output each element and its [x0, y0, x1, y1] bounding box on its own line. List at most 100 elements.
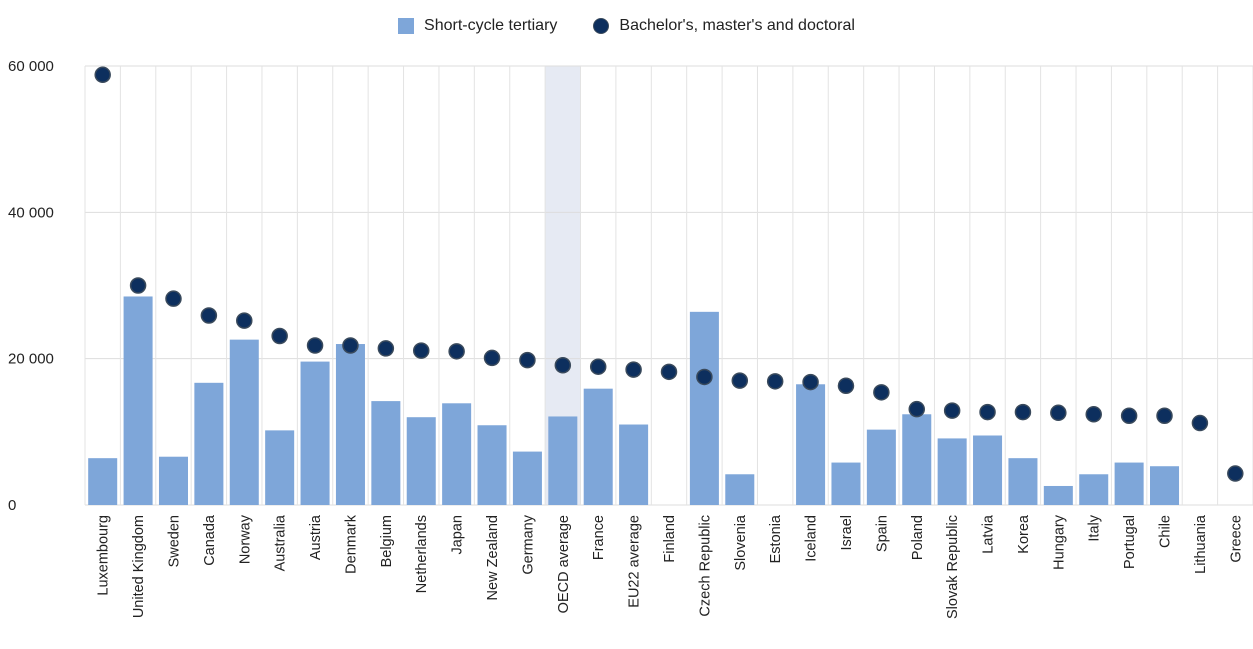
y-axis-tick-labels: 0 20 000 40 000 60 000	[8, 58, 54, 514]
x-tick-label: Luxembourg	[96, 515, 112, 596]
bar-france[interactable]	[583, 388, 613, 505]
y-tick-label: 60 000	[8, 58, 54, 75]
bar-netherlands[interactable]	[406, 417, 436, 505]
dot-finland[interactable]	[660, 363, 678, 381]
dot-czech-republic[interactable]	[696, 368, 713, 386]
bar-eu22-average[interactable]	[619, 424, 649, 505]
bar-oecd-average[interactable]	[548, 416, 578, 505]
x-tick-label: Korea	[1016, 514, 1032, 554]
bars-group	[88, 296, 1180, 505]
x-tick-label: Canada	[202, 514, 218, 566]
bar-luxembourg[interactable]	[88, 458, 118, 505]
x-tick-label: Italy	[1087, 514, 1103, 541]
y-tick-label: 0	[8, 497, 16, 514]
dot-oecd-average[interactable]	[554, 357, 572, 374]
x-tick-label: Israel	[839, 515, 855, 550]
bar-denmark[interactable]	[335, 344, 365, 505]
bar-chile[interactable]	[1150, 466, 1180, 505]
bar-germany[interactable]	[512, 451, 542, 505]
x-tick-label: France	[591, 515, 607, 560]
x-tick-label: Greece	[1228, 515, 1244, 563]
dot-france[interactable]	[589, 358, 607, 375]
x-tick-label: Belgium	[379, 515, 395, 567]
dot-canada[interactable]	[200, 307, 218, 324]
bar-japan[interactable]	[442, 403, 472, 505]
dot-lithuania[interactable]	[1191, 414, 1209, 432]
x-tick-label: New Zealand	[485, 515, 501, 600]
x-tick-label: Japan	[450, 515, 466, 555]
x-tick-label: Iceland	[804, 515, 820, 562]
x-tick-label: Hungary	[1051, 514, 1067, 570]
bar-poland[interactable]	[902, 414, 932, 505]
x-tick-label: Estonia	[768, 514, 784, 563]
x-tick-label: Portugal	[1122, 515, 1138, 569]
dot-poland[interactable]	[908, 400, 926, 418]
dot-luxembourg[interactable]	[94, 66, 111, 84]
x-tick-label: Finland	[662, 515, 678, 563]
dot-greece[interactable]	[1227, 465, 1244, 482]
bar-portugal[interactable]	[1114, 462, 1144, 505]
dot-denmark[interactable]	[342, 337, 359, 354]
dot-new-zealand[interactable]	[483, 349, 501, 367]
x-tick-label: EU22 average	[627, 515, 643, 608]
y-tick-label: 20 000	[8, 351, 54, 368]
bar-spain[interactable]	[866, 429, 896, 505]
legend-item-short-cycle[interactable]: Short-cycle tertiary	[398, 17, 557, 35]
bar-italy[interactable]	[1079, 474, 1109, 505]
dot-germany[interactable]	[519, 351, 536, 369]
dot-eu22-average[interactable]	[625, 361, 642, 378]
chart-legend: Short-cycle tertiary Bachelor's, master'…	[0, 14, 1253, 38]
dot-austria[interactable]	[306, 337, 324, 354]
dot-slovenia[interactable]	[731, 372, 749, 389]
bar-australia[interactable]	[265, 430, 295, 505]
bar-united-kingdom[interactable]	[123, 296, 153, 505]
dot-norway[interactable]	[236, 312, 253, 329]
gridlines-group	[84, 65, 1253, 506]
legend-swatch-bachelors	[593, 18, 610, 34]
x-tick-label: Norway	[237, 514, 253, 564]
dot-belgium[interactable]	[377, 340, 395, 357]
bar-hungary[interactable]	[1043, 485, 1073, 505]
bar-israel[interactable]	[831, 462, 861, 505]
dot-japan[interactable]	[448, 343, 465, 360]
bar-latvia[interactable]	[973, 435, 1003, 505]
dot-hungary[interactable]	[1050, 404, 1067, 422]
dot-united-kingdom[interactable]	[129, 277, 147, 294]
dot-korea[interactable]	[1014, 403, 1032, 421]
dot-portugal[interactable]	[1120, 407, 1138, 424]
x-tick-label: Chile	[1158, 515, 1174, 548]
dot-iceland[interactable]	[802, 373, 819, 391]
bar-slovenia[interactable]	[725, 474, 755, 505]
dot-israel[interactable]	[837, 377, 855, 394]
dot-chile[interactable]	[1156, 407, 1173, 424]
dot-sweden[interactable]	[165, 290, 182, 307]
bar-new-zealand[interactable]	[477, 425, 507, 505]
x-tick-label: Sweden	[166, 515, 182, 567]
x-tick-label: Australia	[273, 514, 289, 571]
bar-austria[interactable]	[300, 361, 330, 505]
bar-sweden[interactable]	[158, 456, 188, 505]
dot-italy[interactable]	[1085, 406, 1102, 423]
dot-slovak-republic[interactable]	[943, 402, 961, 419]
bar-korea[interactable]	[1008, 458, 1038, 505]
legend-label-short-cycle: Short-cycle tertiary	[424, 17, 558, 34]
bar-canada[interactable]	[194, 382, 224, 505]
bar-slovak-republic[interactable]	[937, 438, 967, 505]
bar-czech-republic[interactable]	[689, 311, 719, 505]
dot-estonia[interactable]	[766, 373, 784, 390]
x-tick-label: OECD average	[556, 515, 572, 613]
bar-belgium[interactable]	[371, 401, 401, 505]
dot-netherlands[interactable]	[412, 342, 430, 359]
x-tick-label: Slovak Republic	[945, 515, 961, 619]
x-tick-label: Netherlands	[414, 515, 430, 593]
dot-australia[interactable]	[271, 327, 288, 345]
x-tick-label: United Kingdom	[131, 515, 147, 618]
bar-norway[interactable]	[229, 339, 259, 505]
y-tick-label: 40 000	[8, 204, 54, 221]
dot-spain[interactable]	[873, 384, 890, 401]
legend-item-bachelors[interactable]: Bachelor's, master's and doctoral	[593, 17, 855, 35]
dot-latvia[interactable]	[979, 403, 996, 421]
bar-iceland[interactable]	[796, 384, 826, 505]
x-tick-label: Spain	[874, 515, 890, 552]
